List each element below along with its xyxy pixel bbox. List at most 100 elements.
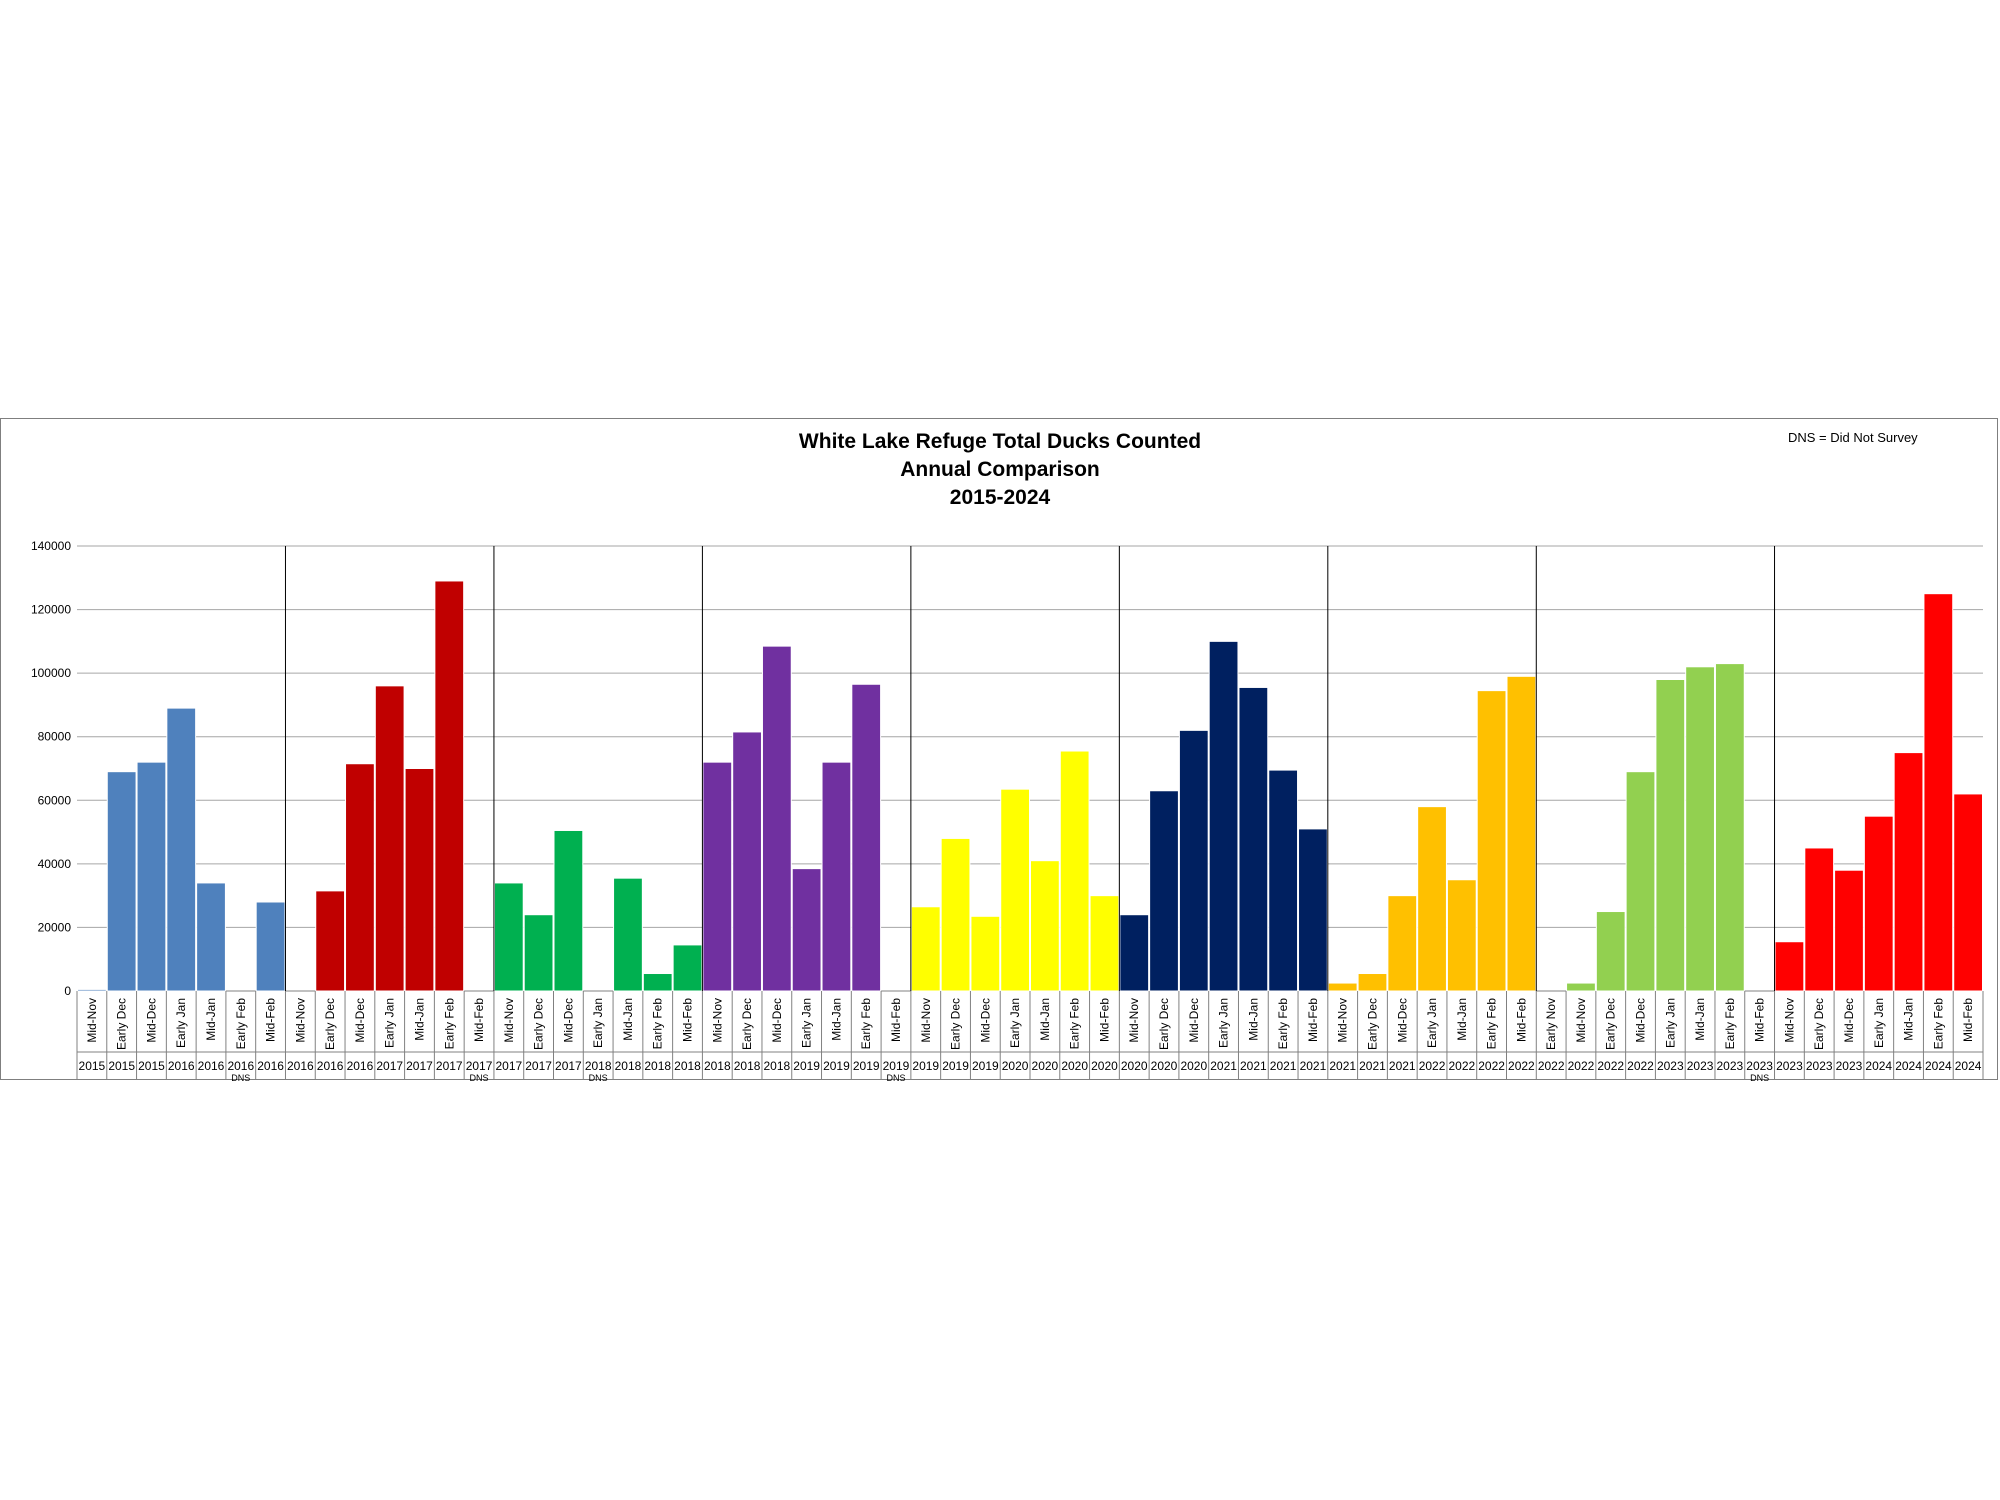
bar (1774, 941, 1805, 992)
bar (1417, 806, 1447, 992)
bars (77, 580, 1983, 992)
bar (1893, 752, 1924, 992)
x-category-label: Early Dec (115, 998, 129, 1050)
x-year-label: 2022 (1568, 1059, 1595, 1073)
x-category-label: Mid-Nov (85, 998, 99, 1043)
bar (1595, 911, 1626, 992)
bar (1268, 769, 1299, 992)
bar (404, 768, 435, 992)
x-category-label: Mid-Nov (1336, 998, 1350, 1043)
x-year-label: 2022 (1448, 1059, 1475, 1073)
x-category-label: Early Jan (800, 998, 814, 1048)
x-year-label: 2020 (1032, 1059, 1059, 1073)
dns-label: DNS (1750, 1073, 1769, 1083)
x-category-label: Early Dec (1365, 998, 1379, 1050)
x-year-label: 2021 (1270, 1059, 1297, 1073)
bar (136, 761, 167, 992)
x-year-label: 2019 (942, 1059, 969, 1073)
x-year-label: 2017 (436, 1059, 463, 1073)
x-category-label: Mid-Dec (353, 998, 367, 1043)
bar (1506, 675, 1537, 992)
x-category-label: Early Jan (174, 998, 188, 1048)
bar (1030, 860, 1060, 992)
bar (166, 707, 197, 992)
chart-title-line-3: 2015-2024 (949, 486, 1051, 509)
x-year-label: 2017 (555, 1059, 582, 1073)
bar (970, 915, 1001, 992)
x-category-label: Early Feb (234, 998, 248, 1050)
bar (77, 988, 107, 992)
y-tick-label: 20000 (38, 920, 72, 934)
x-category-label: Mid-Dec (1395, 998, 1409, 1043)
x-year-label: 2023 (1746, 1059, 1773, 1073)
bar (1089, 895, 1120, 992)
bar (1863, 815, 1894, 992)
x-category-label: Mid-Nov (1782, 998, 1796, 1043)
x-category-label: Early Jan (1663, 998, 1677, 1048)
x-year-label: 2016 (227, 1059, 254, 1073)
x-category-label: Mid-Nov (919, 998, 933, 1043)
x-category-label: Mid-Dec (144, 998, 158, 1043)
y-tick-label: 100000 (31, 666, 71, 680)
x-category-label: Early Jan (1425, 998, 1439, 1048)
x-category-label: Early Feb (1276, 998, 1290, 1050)
x-year-label: 2023 (1836, 1059, 1863, 1073)
x-year-label: 2016 (317, 1059, 344, 1073)
x-category-label: Mid-Jan (1246, 998, 1260, 1041)
x-year-label: 2022 (1538, 1059, 1565, 1073)
x-category-label: Mid-Nov (710, 998, 724, 1043)
x-year-label: 2016 (287, 1059, 314, 1073)
bar (910, 906, 941, 992)
dns-label: DNS (886, 1073, 905, 1083)
bar (1298, 828, 1328, 992)
y-tick-label: 120000 (31, 603, 71, 617)
x-year-label: 2016 (168, 1059, 195, 1073)
x-year-label: 2019 (883, 1059, 910, 1073)
chart-title-line-2: Annual Comparison (900, 458, 1100, 481)
x-category-label: Mid-Dec (1634, 998, 1648, 1043)
x-category-label: Mid-Feb (1961, 998, 1975, 1042)
x-year-label: 2017 (466, 1059, 493, 1073)
x-category-label: Mid-Dec (561, 998, 575, 1043)
x-category-label: Mid-Feb (1097, 998, 1111, 1042)
bar (1000, 788, 1030, 992)
bar (1476, 690, 1507, 992)
x-category-label: Mid-Jan (1455, 998, 1469, 1041)
bar (1714, 663, 1745, 992)
x-category-label: Early Jan (1217, 998, 1231, 1048)
x-year-label: 2017 (376, 1059, 403, 1073)
x-year-label: 2020 (1151, 1059, 1178, 1073)
bar (374, 685, 405, 992)
x-year-label: 2022 (1478, 1059, 1505, 1073)
x-category-label: Early Jan (383, 998, 397, 1048)
x-category-label: Mid-Feb (472, 998, 486, 1042)
x-category-label: Early Feb (442, 998, 456, 1050)
x-year-label: 2020 (1180, 1059, 1207, 1073)
x-category-label: Mid-Feb (264, 998, 278, 1042)
x-year-label: 2019 (823, 1059, 850, 1073)
bar (672, 944, 703, 992)
x-category-label: Early Feb (1068, 998, 1082, 1050)
x-category-label: Mid-Feb (889, 998, 903, 1042)
x-category-label: Early Dec (323, 998, 337, 1050)
bar (523, 914, 554, 992)
bar (493, 882, 524, 992)
y-tick-label: 140000 (31, 539, 71, 553)
dns-label: DNS (231, 1073, 250, 1083)
x-category-label: Early Dec (740, 998, 754, 1050)
x-year-label: 2018 (734, 1059, 761, 1073)
x-year-label: 2023 (1776, 1059, 1803, 1073)
x-category-label: Mid-Nov (1127, 998, 1141, 1043)
bar (821, 761, 852, 992)
x-year-label: 2018 (644, 1059, 671, 1073)
x-category-label: Mid-Jan (204, 998, 218, 1041)
x-year-label: 2019 (972, 1059, 999, 1073)
x-year-label: 2021 (1210, 1059, 1237, 1073)
x-year-label: 2023 (1717, 1059, 1744, 1073)
x-category-label: Mid-Dec (770, 998, 784, 1043)
dns-label: DNS (589, 1073, 608, 1083)
x-year-label: 2021 (1240, 1059, 1267, 1073)
bar (1238, 686, 1269, 992)
y-tick-label: 80000 (38, 730, 72, 744)
bar (642, 973, 673, 992)
